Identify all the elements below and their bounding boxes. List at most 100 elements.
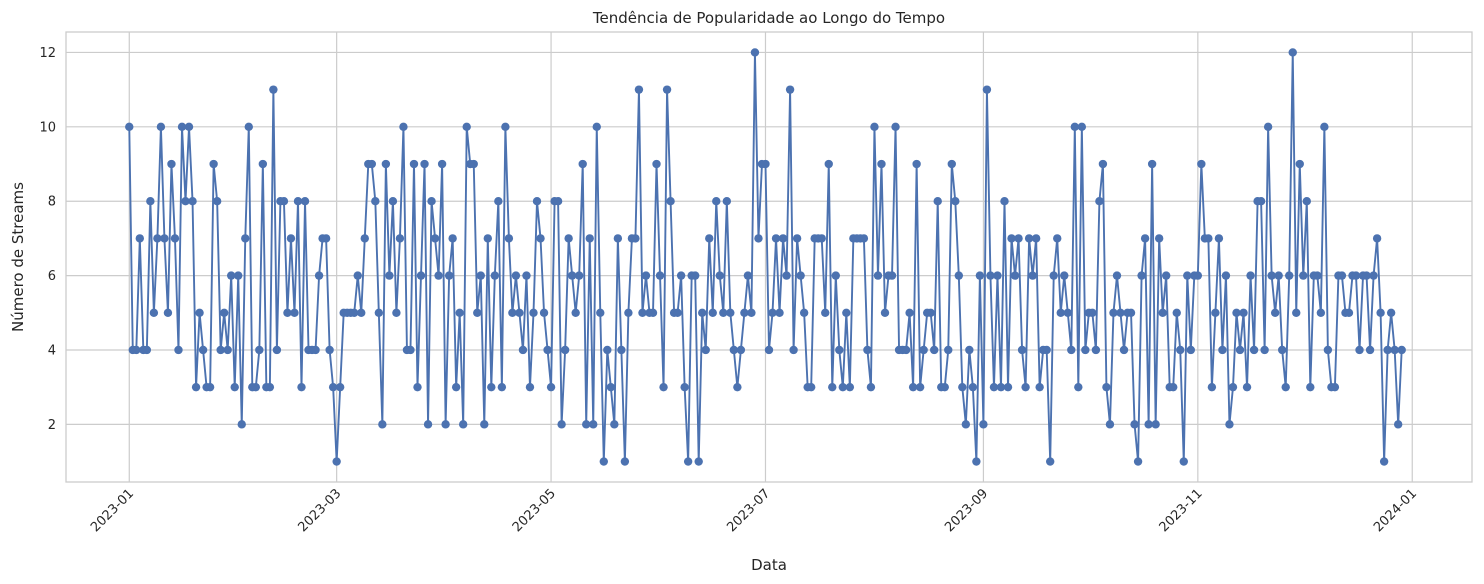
data-point (634, 85, 644, 94)
data-point (156, 122, 166, 132)
data-point (1074, 382, 1083, 392)
data-point (775, 308, 784, 317)
data-point (1091, 345, 1101, 355)
data-point (715, 271, 724, 280)
data-point (982, 85, 992, 94)
data-point (624, 308, 633, 317)
data-point (163, 308, 173, 317)
data-point (567, 271, 577, 280)
data-point (1046, 457, 1055, 466)
data-point (409, 159, 419, 169)
data-point (1270, 308, 1280, 317)
data-point (683, 457, 693, 466)
data-point (771, 234, 781, 243)
data-point (219, 308, 229, 317)
data-point (328, 382, 338, 392)
data-point (1154, 234, 1164, 243)
data-point (325, 345, 334, 355)
data-point (1007, 234, 1016, 243)
data-point (1281, 382, 1290, 392)
data-point (620, 457, 630, 466)
data-point (497, 382, 507, 392)
data-point (915, 382, 925, 392)
data-point (290, 308, 299, 317)
data-point (1158, 308, 1167, 317)
data-point (1225, 420, 1234, 429)
x-tick-label: 2023-03 (295, 486, 344, 535)
data-point (332, 457, 341, 466)
data-point (965, 345, 974, 355)
data-point (701, 345, 710, 355)
data-point (768, 308, 777, 317)
data-point (1204, 234, 1213, 243)
data-point (406, 345, 415, 355)
data-point (1228, 382, 1238, 392)
data-point (617, 345, 626, 355)
data-point (750, 48, 760, 57)
data-point (1299, 271, 1308, 280)
data-point (518, 345, 528, 355)
data-point (311, 345, 320, 355)
data-point (1098, 159, 1108, 169)
data-point (1295, 159, 1304, 169)
data-point (1081, 345, 1090, 355)
data-point (1070, 122, 1080, 132)
data-point (237, 420, 246, 429)
data-point (599, 457, 608, 466)
data-point (455, 308, 464, 317)
data-point (655, 271, 665, 280)
data-point (508, 308, 517, 317)
data-point (799, 308, 809, 317)
data-point (564, 234, 573, 243)
y-tick-label: 6 (48, 269, 56, 284)
data-point (606, 382, 616, 392)
data-point (1214, 234, 1224, 243)
data-point (1151, 420, 1160, 429)
data-point (986, 271, 995, 280)
data-point (413, 382, 422, 392)
data-point (1330, 382, 1340, 392)
data-point (582, 420, 591, 429)
data-point (430, 234, 440, 243)
data-point (216, 345, 225, 355)
data-point (1221, 271, 1231, 280)
data-point (536, 234, 545, 243)
data-point (1232, 308, 1241, 317)
data-point (1137, 271, 1146, 280)
data-point (1003, 382, 1013, 392)
data-point (673, 308, 682, 317)
series-streams (125, 48, 1406, 466)
data-point (1088, 308, 1097, 317)
data-point (1169, 382, 1178, 392)
data-point (1316, 308, 1326, 317)
y-tick-label: 4 (48, 343, 56, 358)
data-point (722, 197, 732, 206)
data-point (1235, 345, 1245, 355)
data-point (933, 197, 942, 206)
data-point (968, 382, 978, 392)
x-tick-label: 2023-05 (510, 486, 559, 535)
data-point (399, 122, 408, 132)
data-point (560, 345, 570, 355)
data-point (603, 345, 612, 355)
data-point (1351, 271, 1361, 280)
data-point (1390, 345, 1399, 355)
data-point (532, 197, 542, 206)
data-point (321, 234, 331, 243)
data-point (297, 382, 306, 392)
data-point (469, 159, 478, 169)
data-point (989, 382, 999, 392)
data-point (1000, 197, 1009, 206)
data-point (335, 382, 345, 392)
data-point (659, 382, 668, 392)
data-point (504, 234, 514, 243)
data-point (954, 271, 964, 280)
data-point (1393, 420, 1403, 429)
data-point (177, 122, 187, 132)
data-point (1193, 271, 1203, 280)
x-tick-label: 2023-09 (942, 486, 991, 535)
y-tick-label: 8 (48, 195, 56, 210)
data-point (891, 122, 900, 132)
data-point (230, 382, 239, 392)
data-point (863, 345, 872, 355)
